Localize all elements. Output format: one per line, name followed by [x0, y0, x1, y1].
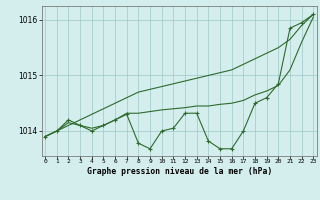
X-axis label: Graphe pression niveau de la mer (hPa): Graphe pression niveau de la mer (hPa)	[87, 167, 272, 176]
